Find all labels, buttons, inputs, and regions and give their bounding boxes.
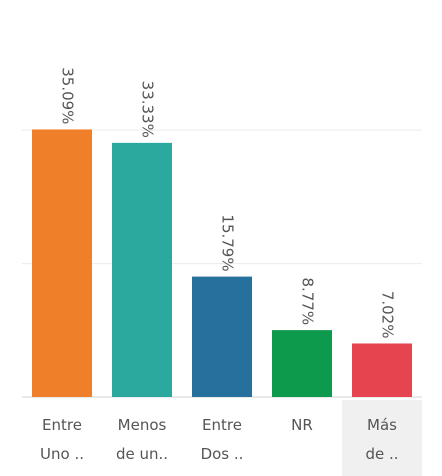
value-label: 33.33%	[139, 81, 157, 138]
x-tick-label: Entre	[42, 416, 82, 434]
x-tick-label: Dos ..	[201, 445, 244, 463]
bar	[192, 276, 252, 397]
x-tick-label: Menos	[118, 416, 167, 434]
value-label: 35.09%	[59, 67, 77, 124]
bar	[352, 343, 412, 397]
x-tick-label: de un..	[116, 445, 168, 463]
value-label: 7.02%	[379, 291, 397, 339]
x-tick-label: NR	[291, 416, 313, 434]
bar	[272, 330, 332, 397]
selected-category-highlight	[342, 400, 422, 476]
value-label: 15.79%	[219, 214, 237, 271]
value-label: 8.77%	[299, 277, 317, 325]
x-tick-label: de ..	[365, 445, 398, 463]
x-tick-label: Entre	[202, 416, 242, 434]
bar	[112, 142, 172, 397]
x-tick-label: Más	[367, 416, 397, 434]
x-tick-label: Uno ..	[40, 445, 84, 463]
bar	[32, 129, 92, 397]
